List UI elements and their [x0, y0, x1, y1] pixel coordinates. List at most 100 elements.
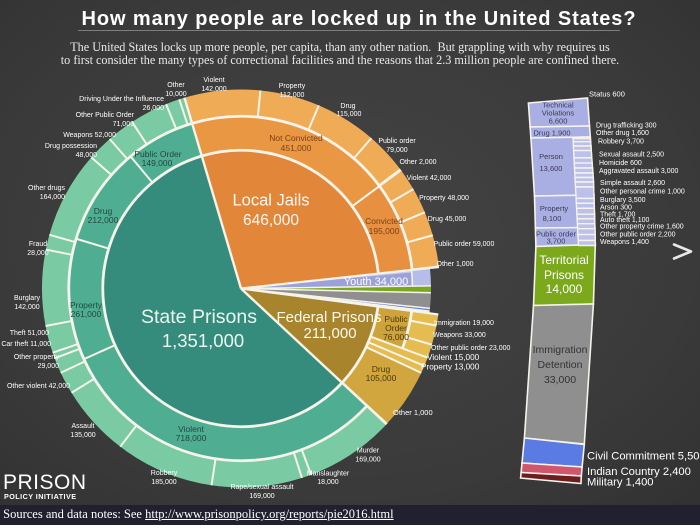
svg-text:Homicide 600: Homicide 600 [599, 160, 642, 167]
svg-text:Order: Order [385, 323, 407, 333]
svg-text:Violent: Violent [178, 424, 204, 434]
svg-text:71,000: 71,000 [113, 121, 135, 128]
svg-text:Robbery 3,700: Robbery 3,700 [598, 139, 644, 146]
svg-text:Car theft 11,000: Car theft 11,000 [1, 341, 51, 348]
svg-text:Auto theft 1,100: Auto theft 1,100 [600, 217, 650, 224]
svg-text:8,100: 8,100 [543, 214, 562, 223]
svg-text:149,000: 149,000 [142, 158, 173, 168]
svg-text:State Prisons: State Prisons [141, 306, 257, 328]
svg-text:18,000: 18,000 [317, 479, 339, 486]
svg-text:Rape/sexual assault: Rape/sexual assault [230, 484, 293, 491]
svg-text:Technical: Technical [542, 101, 574, 110]
svg-text:Drug: Drug [94, 206, 113, 216]
svg-text:451,000: 451,000 [281, 143, 312, 153]
svg-text:Manslaughter: Manslaughter [307, 471, 350, 478]
svg-text:169,000: 169,000 [249, 493, 274, 500]
svg-text:Other drugs: Other drugs [28, 185, 65, 192]
svg-text:Driving Under the Influence: Driving Under the Influence [79, 96, 164, 103]
svg-text:185,000: 185,000 [151, 479, 176, 486]
svg-text:Public Order: Public Order [134, 149, 181, 159]
svg-text:Other property crime 1,600: Other property crime 1,600 [600, 224, 684, 231]
svg-text:Weapons 1,400: Weapons 1,400 [600, 239, 649, 246]
svg-text:Burglary: Burglary [14, 295, 41, 302]
svg-text:26,000: 26,000 [143, 105, 165, 112]
svg-text:10,000: 10,000 [165, 91, 187, 98]
svg-text:13,600: 13,600 [540, 164, 563, 173]
svg-text:Public order: Public order [378, 138, 416, 145]
svg-text:105,000: 105,000 [366, 373, 397, 383]
svg-text:Weapons 52,000: Weapons 52,000 [63, 132, 116, 139]
svg-text:Status 600: Status 600 [589, 90, 625, 99]
svg-text:Violations: Violations [542, 109, 575, 118]
svg-text:3,700: 3,700 [547, 237, 566, 246]
svg-text:Violent 42,000: Violent 42,000 [407, 175, 452, 182]
svg-text:Aggravated assault 3,000: Aggravated assault 3,000 [599, 168, 678, 175]
svg-text:212,000: 212,000 [88, 215, 119, 225]
svg-text:142,000: 142,000 [201, 86, 226, 93]
svg-text:Other drug 1,600: Other drug 1,600 [596, 130, 649, 137]
svg-text:261,000: 261,000 [71, 309, 102, 319]
svg-text:Immigration: Immigration [533, 344, 588, 356]
svg-text:Local Jails: Local Jails [232, 192, 309, 210]
svg-text:Violent: Violent [203, 77, 224, 84]
svg-text:14,000: 14,000 [546, 282, 583, 296]
svg-text:211,000: 211,000 [303, 325, 356, 342]
svg-text:Convicted: Convicted [365, 216, 403, 226]
svg-text:Immigration 19,000: Immigration 19,000 [434, 320, 494, 327]
svg-text:Violent 15,000: Violent 15,000 [427, 353, 480, 362]
svg-text:Detention: Detention [538, 359, 583, 371]
svg-text:Public order 59,000: Public order 59,000 [434, 241, 495, 248]
svg-text:Other 1,000: Other 1,000 [393, 408, 433, 417]
svg-text:Drug: Drug [372, 364, 391, 374]
svg-text:Federal Prisons: Federal Prisons [276, 309, 381, 326]
svg-text:646,000: 646,000 [243, 212, 299, 229]
svg-text:Weapons 33,000: Weapons 33,000 [433, 332, 486, 339]
svg-text:Theft 1,700: Theft 1,700 [600, 212, 636, 219]
svg-text:Simple assault 2,600: Simple assault 2,600 [600, 180, 665, 187]
svg-text:1,351,000: 1,351,000 [162, 330, 244, 351]
svg-text:Burglary 3,500: Burglary 3,500 [600, 197, 646, 204]
svg-text:Civil Commitment 5,500: Civil Commitment 5,500 [587, 451, 700, 463]
svg-text:Territorial: Territorial [539, 253, 588, 267]
svg-text:Other public order 23,000: Other public order 23,000 [431, 345, 510, 352]
svg-text:Other property: Other property [14, 354, 60, 361]
svg-text:Theft 51,000: Theft 51,000 [10, 330, 49, 337]
svg-text:48,000: 48,000 [76, 152, 98, 159]
svg-text:Other Public Order: Other Public Order [76, 112, 135, 119]
svg-text:Drug 45,000: Drug 45,000 [428, 216, 467, 223]
svg-text:Other 2,000: Other 2,000 [400, 159, 437, 166]
svg-text:Indian Country 2,400: Indian Country 2,400 [587, 466, 691, 478]
svg-text:195,000: 195,000 [369, 226, 400, 236]
svg-text:Military 1,400: Military 1,400 [587, 477, 654, 489]
svg-text:Property 13,000: Property 13,000 [421, 363, 480, 372]
svg-text:Other violent 42,000: Other violent 42,000 [7, 383, 70, 390]
svg-text:Drug trafficking 300: Drug trafficking 300 [596, 123, 657, 130]
svg-text:Other: Other [167, 82, 185, 89]
svg-text:Other personal crime 1,000: Other personal crime 1,000 [600, 189, 685, 196]
svg-text:Murder: Murder [357, 448, 380, 455]
svg-text:Property 48,000: Property 48,000 [419, 195, 469, 202]
svg-text:Property: Property [279, 83, 306, 90]
svg-text:29,000: 29,000 [38, 363, 60, 370]
svg-text:Drug: Drug [340, 103, 355, 110]
svg-text:79,000: 79,000 [386, 147, 408, 154]
svg-text:Drug possession: Drug possession [45, 143, 97, 150]
svg-text:Arson 300: Arson 300 [600, 205, 632, 212]
svg-text:33,000: 33,000 [544, 374, 576, 386]
svg-text:Property: Property [540, 204, 569, 213]
svg-text:112,000: 112,000 [280, 92, 305, 99]
svg-text:115,000: 115,000 [337, 111, 362, 118]
svg-text:Drug 1,900: Drug 1,900 [533, 129, 570, 138]
svg-text:164,000: 164,000 [40, 194, 65, 201]
svg-text:Other public order 2,200: Other public order 2,200 [600, 232, 676, 239]
svg-text:Assault: Assault [72, 423, 95, 430]
svg-text:Public: Public [384, 314, 408, 324]
svg-text:135,000: 135,000 [70, 432, 95, 439]
svg-text:28,000: 28,000 [27, 250, 49, 257]
svg-text:718,000: 718,000 [176, 433, 207, 443]
svg-text:Other 1,000: Other 1,000 [437, 261, 474, 268]
svg-text:Robbery: Robbery [151, 470, 178, 477]
svg-text:76,000: 76,000 [383, 332, 409, 342]
svg-text:142,000: 142,000 [14, 304, 39, 311]
svg-text:Not Convicted: Not Convicted [269, 133, 323, 143]
